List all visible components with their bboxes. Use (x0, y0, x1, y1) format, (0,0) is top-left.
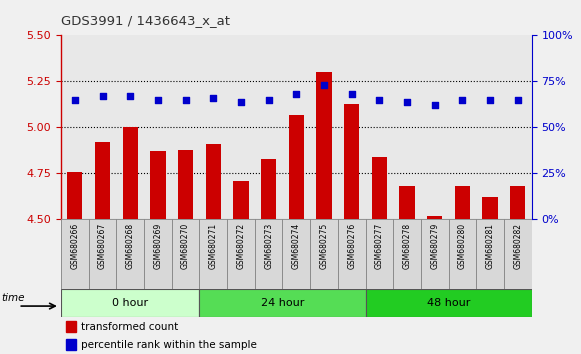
Bar (504, 35, 532, 219)
Point (209, 95, 218, 101)
Point (375, 97, 384, 103)
Bar (421, 35, 449, 219)
Bar (144, 35, 172, 219)
FancyBboxPatch shape (421, 219, 449, 289)
FancyBboxPatch shape (255, 219, 282, 289)
Bar (449, 35, 476, 219)
Text: transformed count: transformed count (81, 322, 178, 332)
Text: GSM680270: GSM680270 (181, 223, 190, 269)
Point (181, 97, 190, 103)
Bar (338, 35, 365, 219)
Bar (510, 186, 525, 219)
Bar (66, 321, 76, 332)
Bar (227, 35, 255, 219)
Bar (150, 152, 166, 219)
Text: GSM680268: GSM680268 (125, 223, 135, 269)
Bar (455, 186, 470, 219)
Point (320, 82, 329, 88)
Bar (365, 35, 393, 219)
Bar (199, 35, 227, 219)
Bar (66, 339, 76, 350)
FancyBboxPatch shape (89, 219, 116, 289)
Text: GSM680279: GSM680279 (430, 223, 439, 269)
FancyBboxPatch shape (61, 289, 199, 317)
Bar (116, 35, 144, 219)
Text: GSM680273: GSM680273 (264, 223, 273, 269)
Point (98, 93, 107, 99)
Text: GSM680282: GSM680282 (513, 223, 522, 269)
Point (403, 99, 412, 104)
FancyBboxPatch shape (144, 219, 172, 289)
Text: GSM680269: GSM680269 (153, 223, 163, 269)
Bar (123, 127, 138, 219)
Bar (427, 216, 442, 219)
FancyBboxPatch shape (504, 219, 532, 289)
FancyBboxPatch shape (227, 219, 255, 289)
Point (486, 97, 495, 103)
Text: GSM680271: GSM680271 (209, 223, 218, 269)
Point (125, 93, 135, 99)
Bar (317, 72, 332, 219)
FancyBboxPatch shape (476, 219, 504, 289)
FancyBboxPatch shape (61, 219, 89, 289)
FancyBboxPatch shape (172, 219, 199, 289)
Bar (61, 35, 89, 219)
Bar (344, 103, 359, 219)
Bar (89, 35, 116, 219)
Bar (255, 35, 282, 219)
Bar (178, 149, 193, 219)
Point (153, 97, 163, 103)
Point (264, 97, 273, 103)
Text: GSM680277: GSM680277 (375, 223, 384, 269)
Bar (206, 144, 221, 219)
Bar (289, 115, 304, 219)
FancyBboxPatch shape (365, 289, 532, 317)
Text: GSM680278: GSM680278 (403, 223, 411, 269)
Point (70, 97, 80, 103)
Bar (282, 35, 310, 219)
Text: GSM680267: GSM680267 (98, 223, 107, 269)
Text: GSM680266: GSM680266 (70, 223, 80, 269)
FancyBboxPatch shape (393, 219, 421, 289)
FancyBboxPatch shape (310, 219, 338, 289)
Bar (372, 157, 387, 219)
Text: GSM680275: GSM680275 (320, 223, 328, 269)
Text: time: time (1, 293, 25, 303)
FancyBboxPatch shape (199, 219, 227, 289)
Point (292, 91, 301, 97)
Text: GSM680280: GSM680280 (458, 223, 467, 269)
Point (458, 97, 467, 103)
FancyBboxPatch shape (199, 289, 365, 317)
Text: percentile rank within the sample: percentile rank within the sample (81, 340, 257, 350)
Bar (476, 35, 504, 219)
Bar (172, 35, 199, 219)
Point (347, 91, 356, 97)
Bar (393, 35, 421, 219)
Text: GSM680274: GSM680274 (292, 223, 301, 269)
Bar (95, 142, 110, 219)
Text: 48 hour: 48 hour (427, 298, 470, 308)
Bar (234, 181, 249, 219)
Text: GDS3991 / 1436643_x_at: GDS3991 / 1436643_x_at (61, 14, 230, 27)
Text: GSM680281: GSM680281 (486, 223, 494, 269)
Text: GSM680276: GSM680276 (347, 223, 356, 269)
Bar (67, 172, 83, 219)
Bar (310, 35, 338, 219)
FancyBboxPatch shape (338, 219, 365, 289)
Point (236, 99, 246, 104)
Point (430, 103, 439, 108)
Bar (261, 159, 276, 219)
FancyBboxPatch shape (449, 219, 476, 289)
Text: 0 hour: 0 hour (112, 298, 148, 308)
FancyBboxPatch shape (282, 219, 310, 289)
Text: 24 hour: 24 hour (261, 298, 304, 308)
Point (513, 97, 522, 103)
FancyBboxPatch shape (365, 219, 393, 289)
Bar (399, 186, 415, 219)
FancyBboxPatch shape (116, 219, 144, 289)
Bar (482, 198, 498, 219)
Text: GSM680272: GSM680272 (236, 223, 245, 269)
